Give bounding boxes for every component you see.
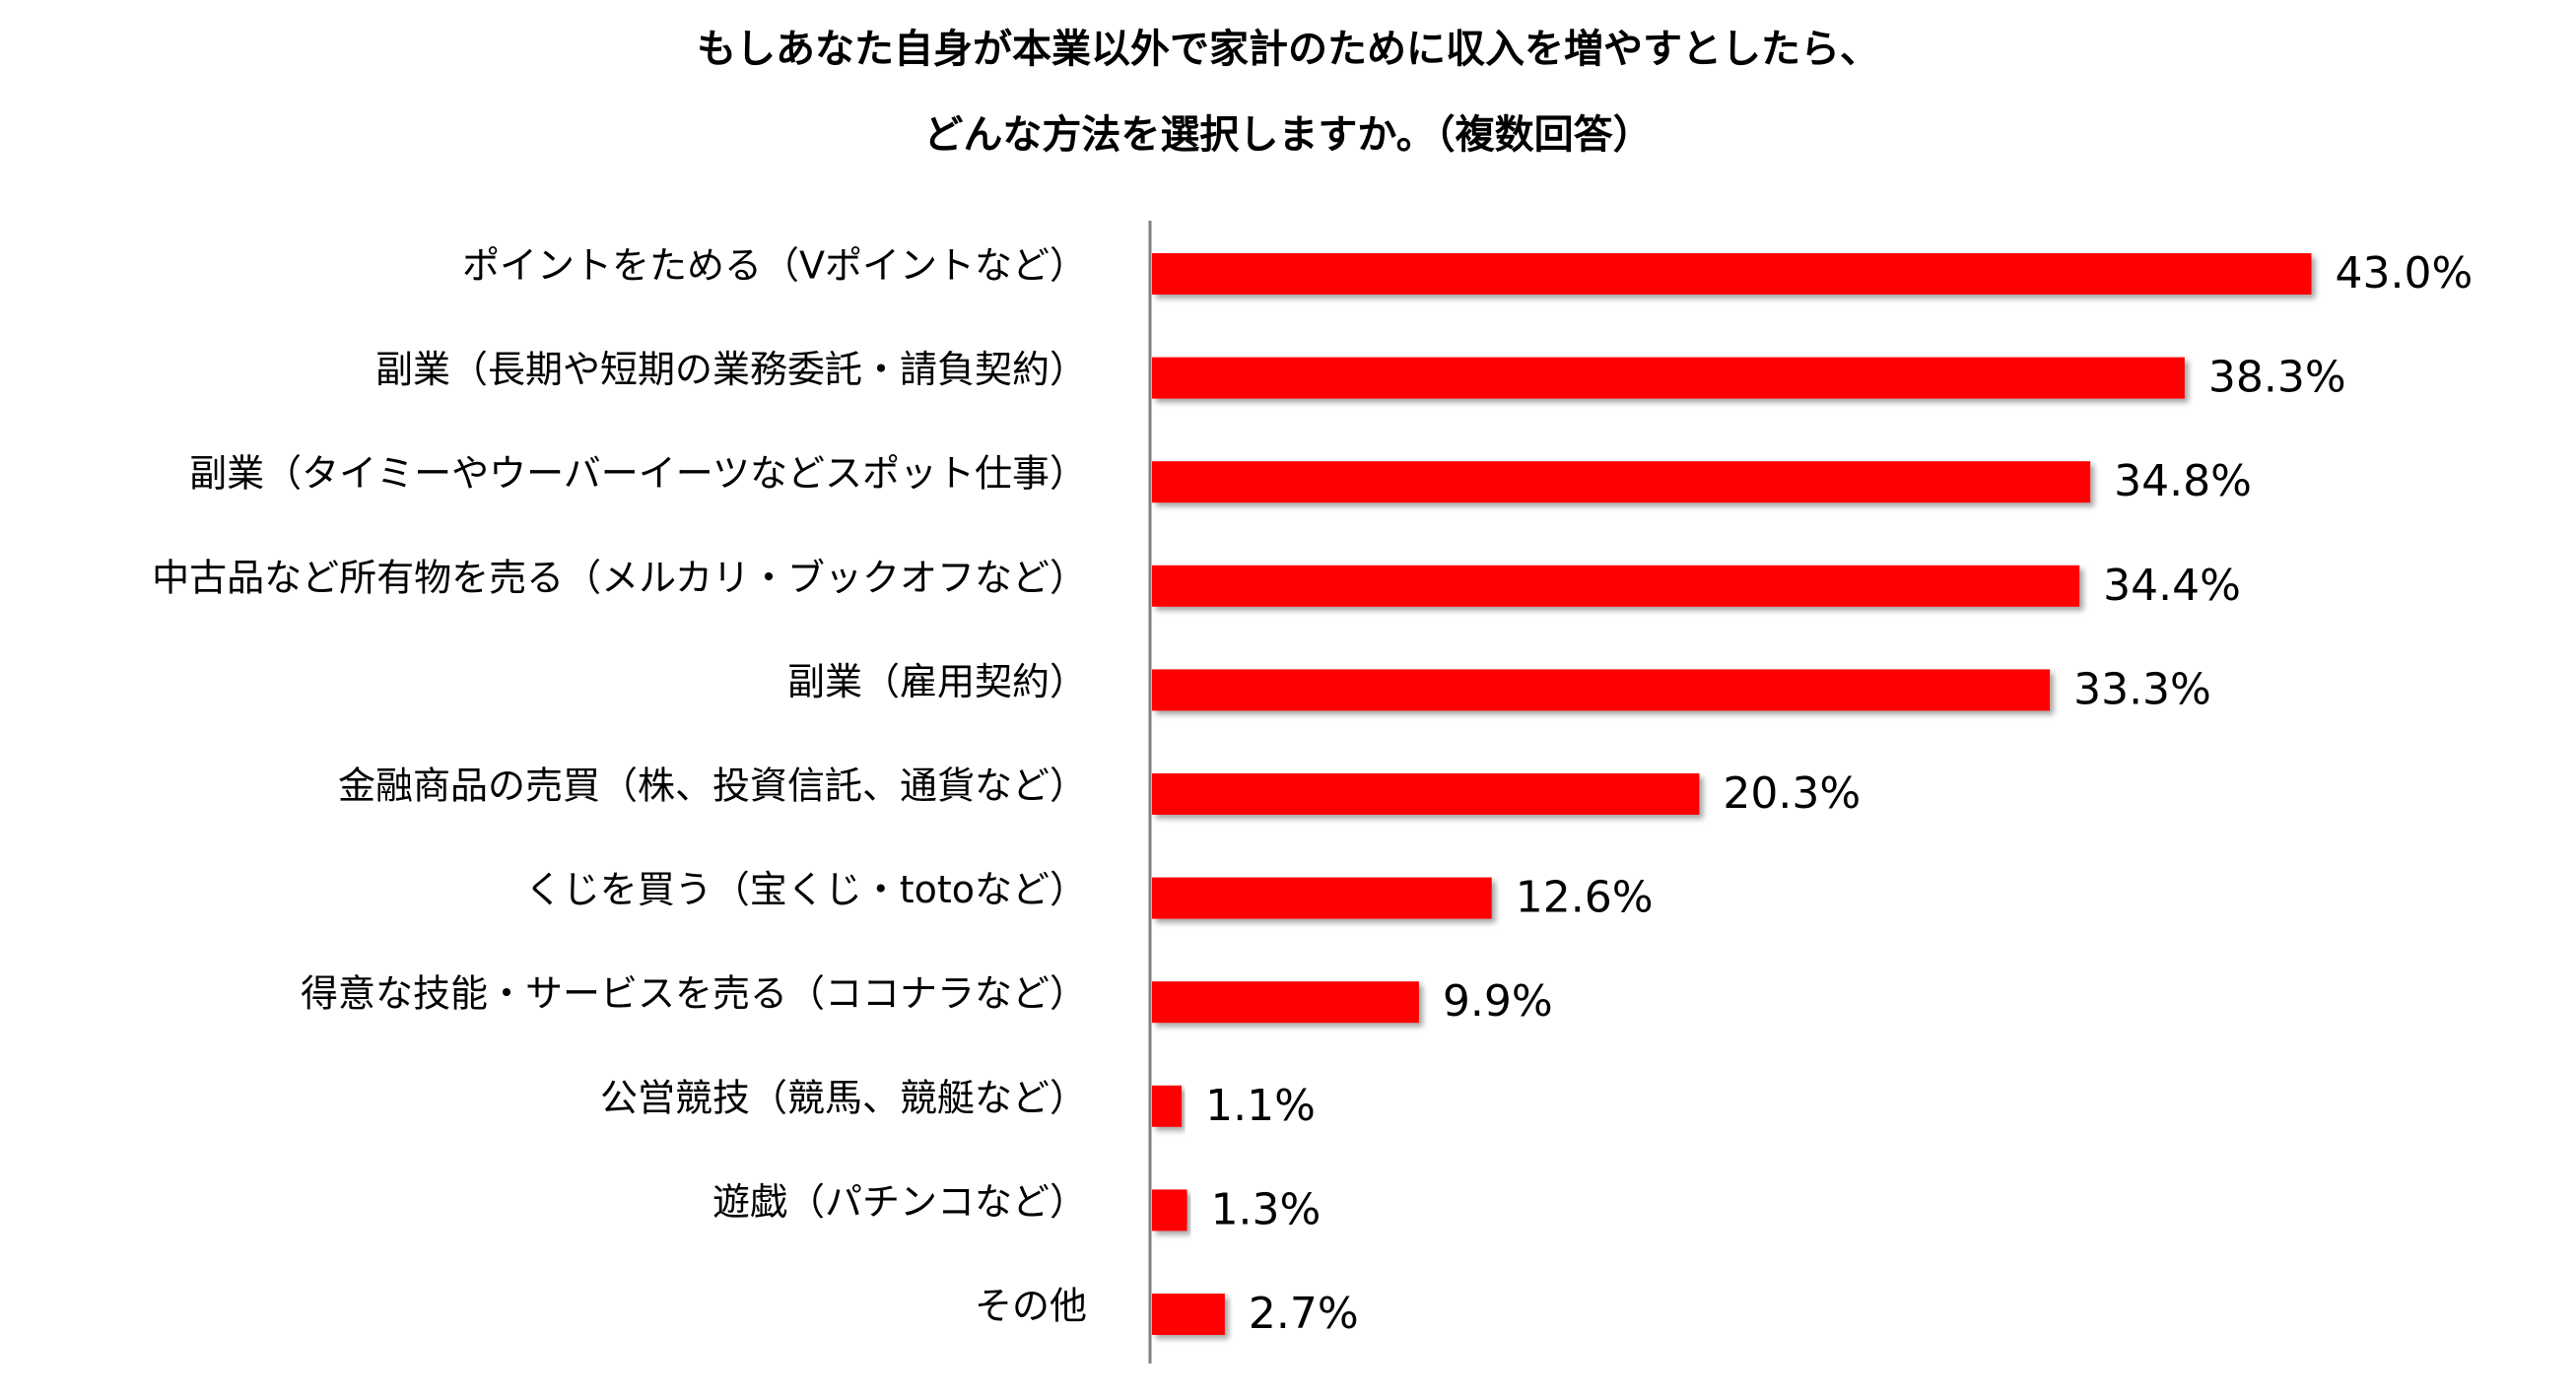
category-label: 得意な技能・サービスを売る（ココナラなど） [301, 972, 1087, 1016]
value-label: 9.9% [1443, 976, 1553, 1027]
chart-title: もしあなた自身が本業以外で家計のために収入を増やすとしたら、 [697, 27, 1879, 72]
value-label: 38.3% [2208, 353, 2346, 403]
chart-title: どんな方法を選択しますか。（複数回答） [923, 112, 1652, 158]
category-label: 中古品など所有物を売る（メルカリ・ブックオフなど） [152, 556, 1087, 599]
bar [1152, 877, 1492, 919]
value-label: 1.3% [1211, 1184, 1322, 1234]
category-label: ポイントをためる（Vポイントなど） [462, 244, 1087, 288]
category-label: 公営競技（競馬、競艇など） [600, 1076, 1087, 1119]
bar [1152, 461, 2091, 503]
bar [1152, 357, 2185, 399]
value-label: 12.6% [1516, 873, 1654, 923]
bar [1152, 1294, 1225, 1335]
value-label: 2.7% [1249, 1289, 1359, 1339]
category-label: 副業（長期や短期の業務委託・請負契約） [375, 348, 1087, 391]
bar [1152, 669, 2051, 711]
value-label: 43.0% [2335, 248, 2473, 299]
category-label: くじを買う（宝くじ・totoなど） [525, 868, 1087, 911]
value-label: 20.3% [1723, 768, 1861, 819]
category-label: 副業（雇用契約） [787, 660, 1087, 703]
value-label: 1.1% [1205, 1081, 1316, 1131]
category-label: 金融商品の売買（株、投資信託、通貨など） [338, 765, 1087, 808]
value-label: 33.3% [2073, 664, 2211, 714]
bar [1152, 773, 1700, 815]
value-label: 34.8% [2114, 456, 2252, 506]
category-label: その他 [975, 1285, 1087, 1328]
bar [1152, 1189, 1187, 1231]
bar [1152, 253, 2312, 295]
bar [1152, 565, 2080, 607]
value-label: 34.4% [2103, 561, 2241, 611]
bar [1152, 981, 1419, 1024]
bar [1152, 1085, 1183, 1127]
category-label: 副業（タイミーやウーバーイーツなどスポット仕事） [189, 452, 1087, 496]
category-label: 遊戯（パチンコなど） [712, 1180, 1087, 1224]
